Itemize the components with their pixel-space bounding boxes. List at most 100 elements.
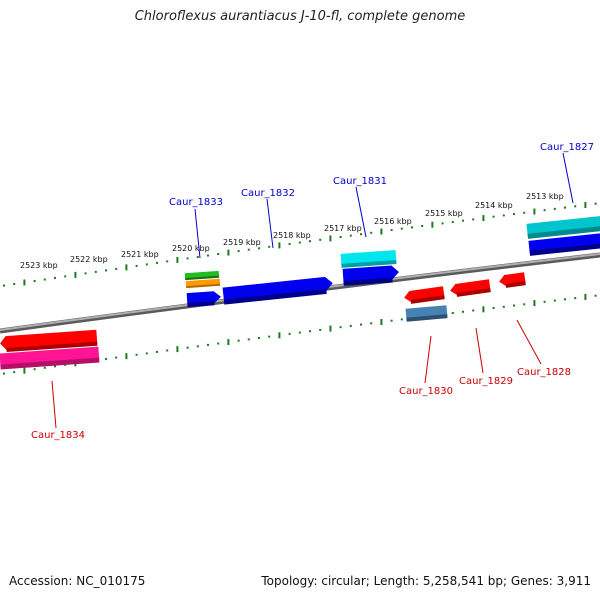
minor-tick	[564, 298, 566, 301]
minor-tick	[574, 205, 577, 208]
major-tick	[125, 353, 128, 360]
minor-tick	[309, 330, 311, 333]
gene-feature-caur-1833	[186, 291, 221, 308]
major-tick	[74, 271, 77, 278]
map-title: Chloroflexus aurantiacus J-10-fl, comple…	[134, 9, 466, 24]
major-tick	[584, 202, 587, 208]
minor-tick	[207, 343, 209, 346]
gene-label-reverse: Caur_1829	[459, 376, 513, 387]
minor-tick	[105, 269, 107, 272]
minor-tick	[492, 215, 495, 218]
leader-caur-1828	[516, 319, 542, 365]
minor-tick	[64, 275, 67, 278]
gene-features	[0, 215, 600, 370]
gene-labels: Caur_1833 Caur_1832 Caur_1831 Caur_1827 …	[31, 142, 594, 441]
minor-tick	[105, 358, 107, 361]
minor-tick	[288, 332, 291, 335]
gene-label-forward: Caur_1831	[333, 176, 387, 187]
accession-text: Accession: NC_010175	[9, 574, 146, 588]
gene-feature-caur-1830-steelblue	[405, 305, 448, 322]
minor-tick	[339, 326, 342, 329]
major-tick	[431, 221, 434, 228]
minor-tick	[502, 214, 505, 217]
minor-tick	[492, 307, 495, 309]
minor-tick	[523, 211, 526, 214]
minor-tick	[339, 236, 342, 238]
scale-label: 2521 kbp	[121, 250, 159, 259]
gene-feature-caur-1827-cyan	[526, 215, 600, 239]
leader-caur-1832	[266, 198, 274, 249]
minor-tick	[390, 319, 393, 322]
scale-labels: 2523 kbp 2522 kbp 2521 kbp 2520 kbp 2519…	[20, 192, 564, 270]
major-tick	[23, 279, 26, 286]
minor-tick	[553, 207, 556, 210]
leader-caur-1834	[51, 380, 57, 429]
major-tick	[278, 242, 281, 249]
leader-caur-1827	[562, 152, 574, 204]
minor-tick	[156, 261, 158, 264]
minor-tick	[166, 349, 169, 352]
minor-tick	[451, 312, 454, 314]
scale-label: 2514 kbp	[475, 201, 513, 210]
minor-tick	[594, 202, 597, 205]
scale-label: 2517 kbp	[324, 224, 362, 233]
minor-tick	[288, 243, 291, 245]
leader-caur-1831	[355, 186, 367, 238]
minor-tick	[237, 250, 240, 253]
major-tick	[227, 249, 230, 256]
minor-tick	[3, 284, 5, 287]
minor-tick	[196, 345, 199, 348]
major-tick	[380, 228, 383, 235]
scale-label: 2513 kbp	[526, 192, 564, 201]
major-tick	[227, 339, 230, 346]
minor-tick	[13, 371, 16, 374]
major-tick	[329, 325, 332, 332]
leader-caur-1829	[475, 327, 484, 374]
minor-tick	[94, 270, 97, 273]
minor-tick	[574, 297, 577, 300]
gene-feature-caur-1834-red	[0, 329, 98, 353]
major-tick	[125, 264, 128, 271]
minor-tick	[564, 206, 566, 209]
minor-tick	[349, 234, 352, 237]
minor-tick	[543, 209, 546, 212]
minor-tick	[268, 245, 271, 248]
minor-tick	[43, 366, 46, 369]
minor-tick	[513, 213, 515, 216]
minor-tick	[360, 323, 362, 326]
minor-tick	[462, 219, 464, 222]
minor-tick	[523, 303, 526, 306]
tick-track-upper	[3, 202, 597, 287]
minor-tick	[472, 309, 475, 312]
scale-label: 2518 kbp	[273, 231, 311, 240]
major-tick	[278, 332, 281, 339]
minor-tick	[553, 299, 556, 302]
gene-label-forward: Caur_1833	[169, 197, 223, 208]
minor-tick	[156, 350, 158, 353]
minor-tick	[186, 257, 189, 260]
gene-feature-caur-1831-cyan	[340, 250, 397, 268]
gene-feature-orange	[185, 278, 221, 289]
label-leaders	[51, 152, 574, 429]
minor-tick	[217, 342, 220, 345]
minor-tick	[54, 276, 56, 279]
minor-tick	[319, 328, 322, 331]
minor-tick	[462, 310, 464, 313]
minor-tick	[543, 300, 546, 303]
minor-tick	[298, 241, 301, 244]
gene-feature-caur-1831-blue	[342, 265, 399, 286]
minor-tick	[166, 260, 169, 263]
major-tick	[482, 215, 485, 222]
minor-tick	[472, 218, 475, 221]
gene-label-reverse: Caur_1830	[399, 386, 453, 397]
minor-tick	[247, 248, 250, 251]
gene-feature-caur-1832	[222, 276, 333, 305]
gene-label-forward: Caur_1827	[540, 142, 594, 153]
minor-tick	[360, 233, 362, 236]
minor-tick	[84, 272, 87, 275]
major-tick	[482, 306, 485, 313]
major-tick	[23, 367, 26, 374]
minor-tick	[196, 256, 199, 258]
leader-caur-1830	[424, 335, 432, 384]
minor-tick	[43, 278, 46, 281]
